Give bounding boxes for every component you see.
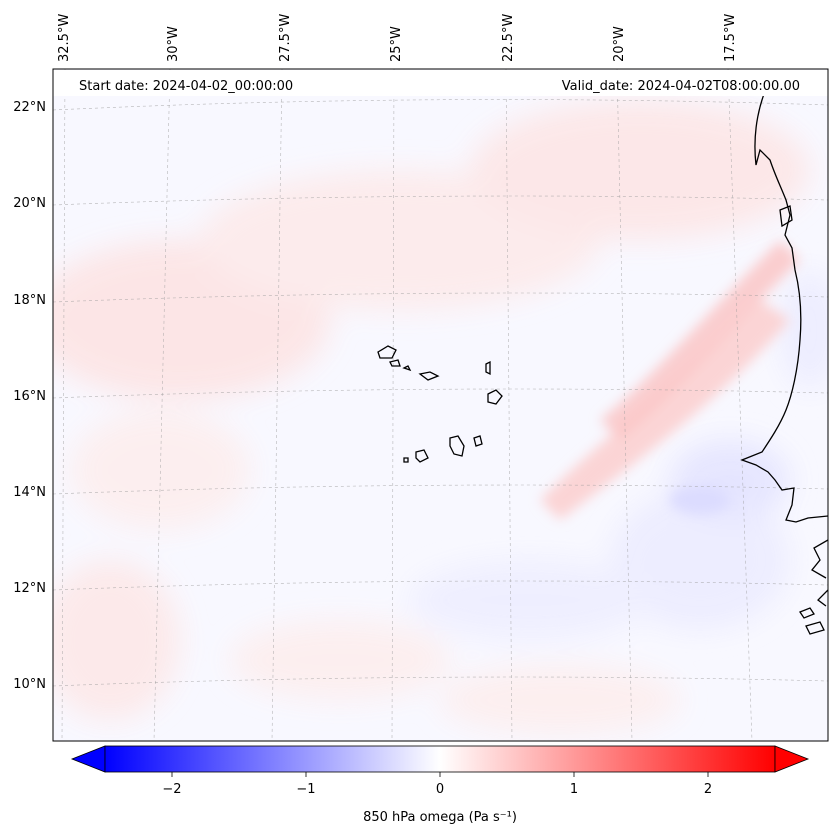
colorbar-ticks: −2 −1 0 1 2 (162, 772, 712, 797)
colorbar-label: 850 hPa omega (Pa s⁻¹) (363, 810, 517, 825)
start-date-text: Start date: 2024-04-02_00:00:00 (79, 79, 293, 94)
lat-label: 14°N (13, 485, 46, 500)
lat-label: 12°N (13, 581, 46, 596)
colorbar-tick-label: −1 (296, 782, 315, 797)
omega-field (53, 69, 828, 741)
cape-verde-islands (377, 345, 503, 463)
colorbar-extend-min (70, 745, 106, 773)
island-sao-nicolau (418, 371, 440, 381)
bijagos-island-2 (805, 621, 825, 635)
island-santa-luzia (402, 365, 412, 372)
lon-label: 25°W (389, 26, 404, 62)
lat-label: 20°N (13, 196, 46, 211)
island-santiago (449, 435, 465, 457)
colorbar-tick-label: 1 (570, 782, 578, 797)
lat-label: 18°N (13, 293, 46, 308)
island-fogo (415, 449, 429, 463)
valid-date-text: Valid_date: 2024-04-02T08:00:00.00 (562, 79, 800, 94)
island-sao-vicente (389, 359, 401, 367)
bijagos-island (799, 607, 815, 619)
lat-label: 16°N (13, 389, 46, 404)
africa-coastline (740, 79, 828, 607)
island-sal (485, 360, 491, 376)
lon-label: 17.5°W (723, 14, 738, 62)
colorbar-tick-label: 0 (436, 782, 444, 797)
colorbar-body (104, 745, 776, 773)
island-santo-antao (377, 345, 397, 359)
lon-label: 27.5°W (278, 14, 293, 62)
colorbar: −2 −1 0 1 2 850 hPa omega (Pa s⁻¹) (70, 745, 810, 825)
lat-label: 10°N (13, 677, 46, 692)
island-boa-vista (487, 389, 503, 405)
lon-label: 20°W (612, 26, 627, 62)
graticule (53, 69, 828, 741)
latitude-labels: 22°N 20°N 18°N 16°N 14°N 12°N 10°N (13, 100, 46, 692)
map-frame (52, 68, 829, 742)
lon-label: 32.5°W (57, 14, 72, 62)
colorbar-tick-label: −2 (162, 782, 181, 797)
lon-label: 30°W (166, 26, 181, 62)
colorbar-tick-label: 2 (704, 782, 712, 797)
colorbar-extend-max (774, 745, 810, 773)
lat-label: 22°N (13, 100, 46, 115)
header-band (53, 70, 828, 96)
senegal-coast-island (779, 205, 793, 228)
lon-label: 22.5°W (501, 14, 516, 62)
island-brava (403, 457, 409, 463)
longitude-labels: 32.5°W 30°W 27.5°W 25°W 22.5°W 20°W 17.5… (57, 14, 738, 62)
island-maio (473, 435, 483, 447)
